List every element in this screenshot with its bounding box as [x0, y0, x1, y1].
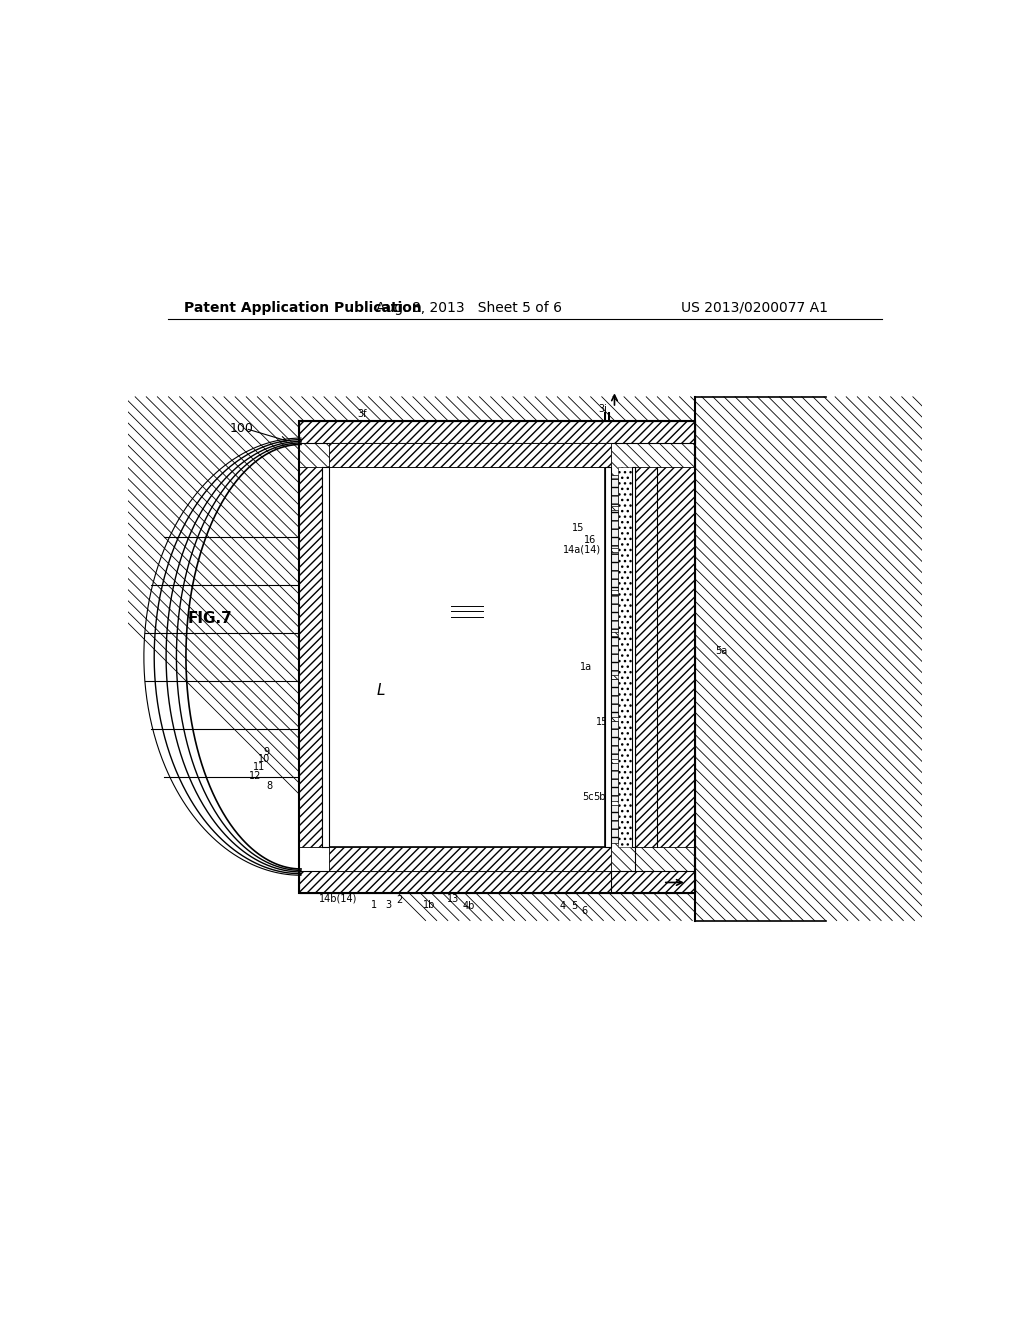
Text: 1b: 1b [423, 900, 436, 909]
Text: Patent Application Publication: Patent Application Publication [183, 301, 421, 315]
Text: FIG.7: FIG.7 [187, 611, 232, 627]
Bar [605, 636, 617, 675]
Text: 16: 16 [604, 779, 616, 789]
Text: 2b: 2b [412, 447, 424, 457]
Bar [329, 442, 611, 466]
Text: 15: 15 [572, 523, 585, 533]
Text: 4a: 4a [684, 598, 695, 609]
Text: Aug. 8, 2013   Sheet 5 of 6: Aug. 8, 2013 Sheet 5 of 6 [376, 301, 562, 315]
Bar [605, 594, 617, 632]
Text: 5a: 5a [715, 645, 727, 656]
Bar [299, 421, 695, 892]
Bar [632, 466, 635, 846]
Text: II: II [651, 878, 658, 887]
Bar [299, 421, 695, 442]
Text: 5: 5 [571, 902, 578, 911]
Text: 8: 8 [266, 780, 272, 791]
Bar [605, 805, 617, 842]
Bar [605, 763, 617, 801]
Bar [323, 466, 329, 846]
Text: 3: 3 [385, 900, 391, 909]
Text: II: II [602, 412, 610, 422]
Bar [695, 397, 826, 920]
Text: 4: 4 [560, 902, 566, 911]
Text: L: L [376, 682, 385, 698]
Bar [299, 466, 323, 846]
Text: 14b(14): 14b(14) [319, 894, 357, 903]
Text: 14a(14): 14a(14) [563, 544, 601, 554]
Text: 13: 13 [447, 894, 460, 904]
Bar [299, 871, 695, 892]
Text: 1: 1 [371, 900, 377, 909]
Bar [329, 846, 611, 871]
Bar [657, 466, 695, 846]
Text: 2a: 2a [422, 442, 434, 451]
Text: 10: 10 [258, 755, 270, 764]
Text: 12: 12 [249, 771, 261, 781]
Bar [605, 678, 617, 717]
Text: 6: 6 [582, 906, 588, 916]
Text: 15: 15 [596, 717, 608, 727]
Text: 9: 9 [263, 747, 269, 756]
Text: 1a: 1a [581, 661, 593, 672]
Bar [329, 466, 605, 846]
Bar [605, 475, 617, 507]
Bar [605, 552, 617, 590]
Text: 4b: 4b [463, 902, 475, 911]
Text: 3f: 3f [357, 409, 367, 420]
Text: 5b: 5b [593, 792, 605, 801]
Text: 16: 16 [584, 535, 596, 545]
Bar [605, 466, 611, 846]
Text: 3i: 3i [598, 404, 607, 413]
Text: US 2013/0200077 A1: US 2013/0200077 A1 [681, 301, 828, 315]
Text: 3f: 3f [310, 812, 321, 822]
Text: 11: 11 [253, 763, 265, 772]
Text: 5c: 5c [582, 792, 594, 801]
Text: 2: 2 [396, 895, 402, 906]
Bar [605, 721, 617, 759]
Text: 100: 100 [229, 422, 254, 436]
Bar [617, 466, 632, 846]
Bar [605, 511, 617, 548]
Bar [635, 466, 657, 846]
